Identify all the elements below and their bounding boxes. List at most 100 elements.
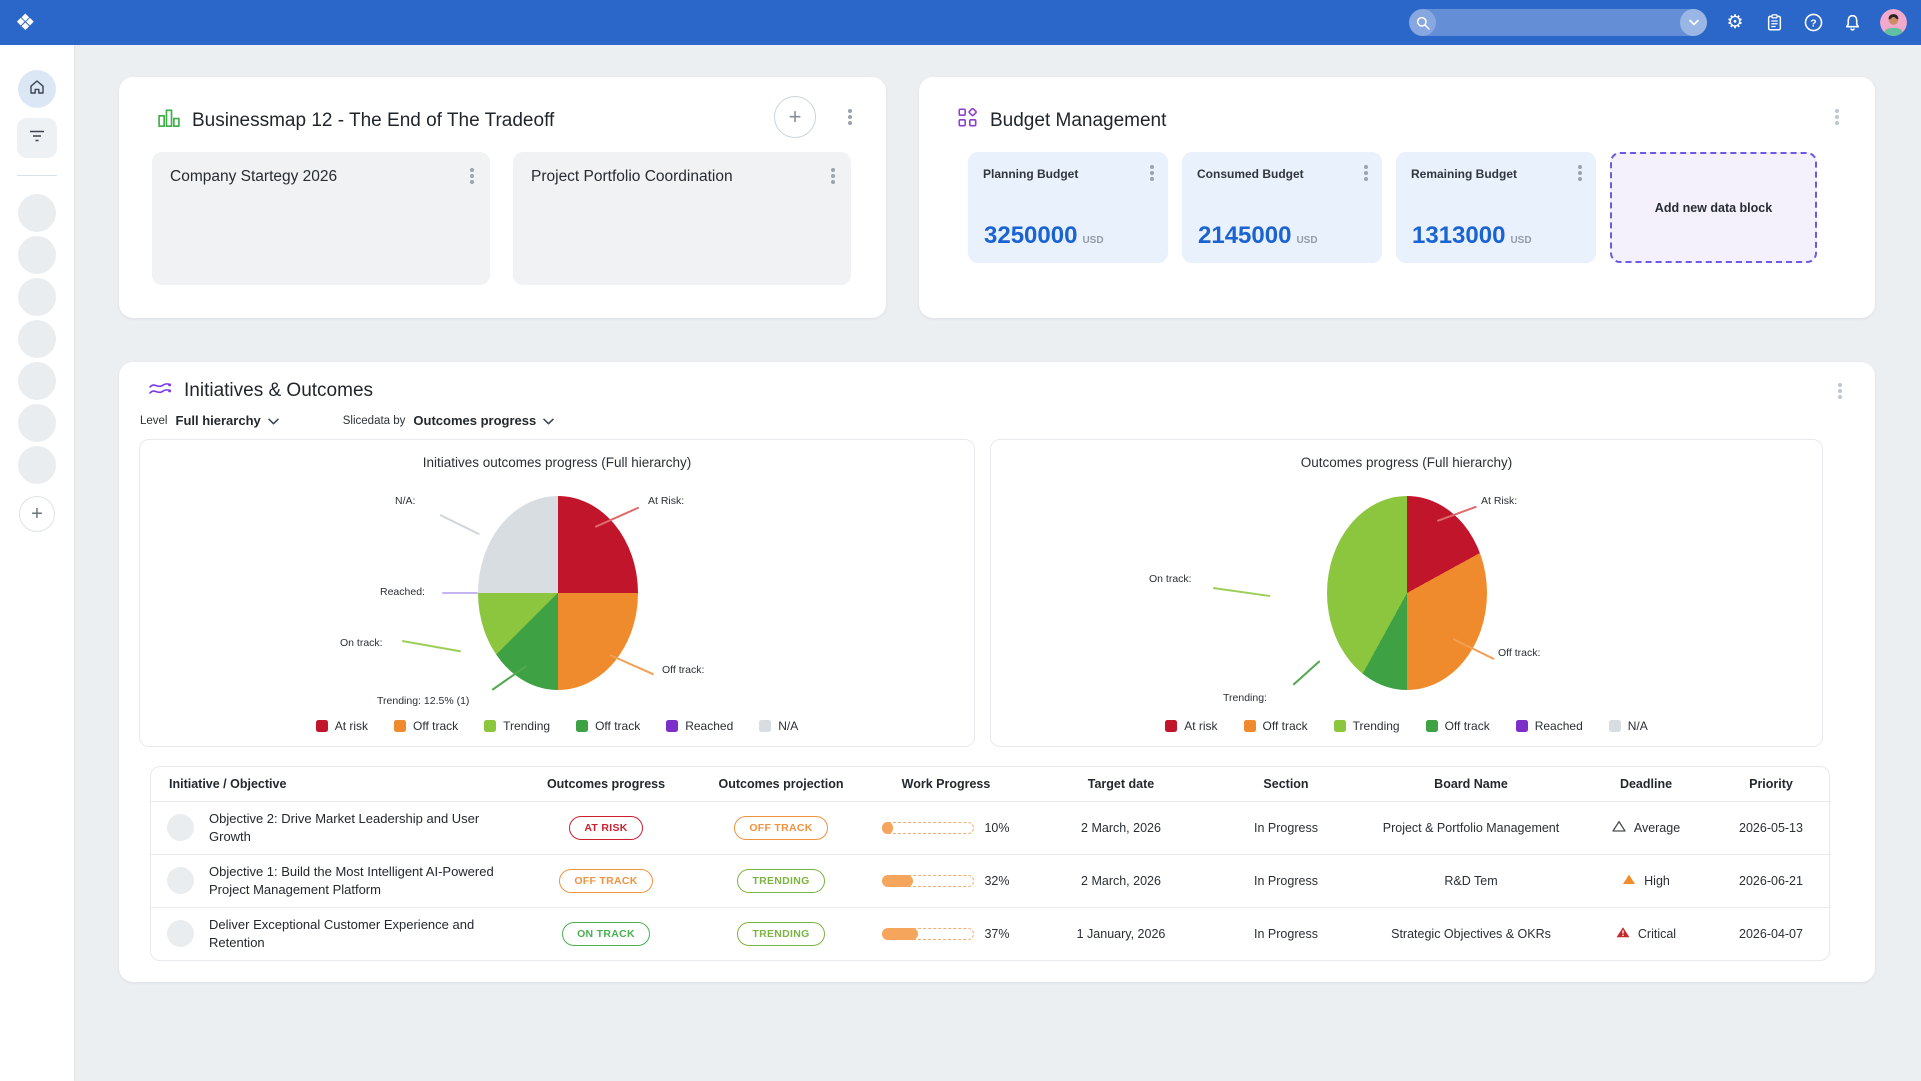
help-icon[interactable]: ? (1802, 12, 1824, 34)
col-section: Section (1211, 767, 1361, 801)
search-scope-chevron-icon[interactable] (1680, 9, 1707, 36)
sidebar-shortcut-placeholder[interactable] (18, 236, 56, 274)
board-tile-menu-icon[interactable] (470, 174, 474, 178)
budget-block-menu-icon[interactable] (1150, 171, 1154, 175)
businessmap-logo[interactable]: ❖ (15, 11, 36, 34)
table-row[interactable]: Objective 1: Build the Most Intelligent … (151, 854, 1831, 907)
leader-line-trending (1292, 660, 1320, 685)
target-date: 2 March, 2026 (1031, 854, 1211, 907)
table-header-row: Initiative / Objective Outcomes progress… (151, 767, 1831, 801)
legend-swatch (484, 720, 496, 732)
col-board-name: Board Name (1361, 767, 1581, 801)
level-label: Level (140, 415, 168, 427)
data-blocks-icon (958, 108, 978, 133)
col-outcomes-projection: Outcomes projection (701, 767, 861, 801)
legend-label: At risk (1184, 719, 1217, 733)
budget-block-value: 2145000 (1198, 222, 1291, 250)
budget-block-label: Remaining Budget (1411, 167, 1517, 181)
objective-name: Deliver Exceptional Customer Experience … (209, 916, 511, 951)
initiatives-table: Initiative / Objective Outcomes progress… (150, 766, 1830, 961)
legend-swatch (316, 720, 328, 732)
sidebar-shortcut-placeholder[interactable] (18, 320, 56, 358)
budget-block-menu-icon[interactable] (1578, 171, 1582, 175)
chevron-down-icon (543, 413, 554, 428)
outcomes-pie-chart (1327, 496, 1487, 690)
pie-callout-trending: Trending: 12.5% (1) (377, 695, 469, 707)
legend-label: At risk (335, 719, 368, 733)
level-select[interactable]: Full hierarchy (176, 413, 279, 428)
col-initiative: Initiative / Objective (151, 767, 511, 801)
navbar-right-cluster: ⚙ ? (1409, 9, 1921, 36)
chevron-down-icon (268, 413, 279, 428)
priority-date: 2026-04-07 (1711, 907, 1831, 960)
slice-by-select[interactable]: Outcomes progress (413, 413, 554, 428)
deadline-label: Average (1634, 821, 1680, 835)
sidebar-shortcut-placeholder[interactable] (18, 446, 56, 484)
initiatives-outcomes-card: Initiatives & Outcomes Level Full hierar… (119, 362, 1875, 982)
trend-lines-icon (148, 379, 172, 403)
user-avatar[interactable] (1880, 9, 1907, 36)
target-date: 1 January, 2026 (1031, 907, 1211, 960)
work-progress-value: 37% (984, 927, 1009, 941)
sidebar-add-button[interactable]: + (19, 496, 55, 532)
board-name: Project & Portfolio Management (1361, 801, 1581, 854)
objective-name: Objective 2: Drive Market Leadership and… (209, 810, 511, 845)
board-name: R&D Tem (1361, 854, 1581, 907)
table-row[interactable]: Deliver Exceptional Customer Experience … (151, 907, 1831, 960)
sidebar-shortcut-placeholder[interactable] (18, 362, 56, 400)
budget-block-label: Consumed Budget (1197, 167, 1304, 181)
legend-swatch (666, 720, 678, 732)
sidebar-shortcut-placeholder[interactable] (18, 278, 56, 316)
board-tile-menu-icon[interactable] (831, 174, 835, 178)
objective-name: Objective 1: Build the Most Intelligent … (209, 863, 511, 898)
add-data-block-button[interactable]: Add new data block (1610, 152, 1817, 263)
left-sidebar: + (0, 45, 74, 1081)
target-date: 2 March, 2026 (1031, 801, 1211, 854)
sidebar-home-button[interactable] (18, 70, 56, 108)
clipboard-icon[interactable] (1763, 12, 1785, 34)
settings-gear-icon[interactable]: ⚙ (1724, 12, 1746, 34)
objective-avatar (167, 867, 194, 894)
budget-block-currency: USD (1510, 235, 1531, 246)
col-outcomes-progress: Outcomes progress (511, 767, 701, 801)
board-tile[interactable]: Project Portfolio Coordination (513, 152, 851, 285)
pie-callout-off-track: Off track: (662, 664, 704, 676)
search-bar[interactable] (1409, 9, 1707, 36)
budget-block-currency: USD (1296, 235, 1317, 246)
budget-block-planning[interactable]: Planning Budget 3250000USD (968, 152, 1168, 263)
budget-card-menu-icon[interactable] (1835, 115, 1839, 119)
boards-card-menu-icon[interactable] (848, 115, 852, 119)
pie-callout-na: N/A: (395, 495, 415, 507)
pie-callout-on-track: On track: (1149, 573, 1192, 585)
leader-line-off-track (610, 654, 654, 675)
board-tile[interactable]: Company Startegy 2026 (152, 152, 490, 285)
budget-block-menu-icon[interactable] (1364, 171, 1368, 175)
boards-card-header: Businessmap 12 - The End of The Tradeoff (158, 108, 554, 133)
budget-block-label: Planning Budget (983, 167, 1078, 181)
status-badge: ON TRACK (562, 922, 650, 946)
budget-management-card: Budget Management Planning Budget 325000… (919, 77, 1875, 318)
sidebar-board-shortcuts (18, 194, 56, 484)
budget-block-remaining[interactable]: Remaining Budget 1313000USD (1396, 152, 1596, 263)
sidebar-divider (17, 175, 57, 176)
notifications-bell-icon[interactable] (1841, 12, 1863, 34)
priority-date: 2026-05-13 (1711, 801, 1831, 854)
budget-block-value: 3250000 (984, 222, 1077, 250)
legend-swatch (1244, 720, 1256, 732)
sidebar-shortcut-placeholder[interactable] (18, 194, 56, 232)
board-name: Strategic Objectives & OKRs (1361, 907, 1581, 960)
outcomes-pie-panel: Outcomes progress (Full hierarchy) At Ri… (990, 439, 1823, 747)
pie-legend: At risk Off track Trending Off track Rea… (991, 719, 1822, 733)
sidebar-filter-button[interactable] (17, 118, 57, 158)
budget-block-consumed[interactable]: Consumed Budget 2145000 USD (1182, 152, 1382, 263)
add-board-button[interactable]: + (774, 96, 816, 138)
table-row[interactable]: Objective 2: Drive Market Leadership and… (151, 801, 1831, 854)
sidebar-shortcut-placeholder[interactable] (18, 404, 56, 442)
col-priority: Priority (1711, 767, 1831, 801)
initiatives-card-menu-icon[interactable] (1838, 389, 1842, 393)
legend-label: Reached (685, 719, 733, 733)
pie-title: Initiatives outcomes progress (Full hier… (140, 455, 974, 470)
board-tile-name: Company Startegy 2026 (170, 168, 337, 185)
legend-label: Reached (1535, 719, 1583, 733)
search-input[interactable] (1436, 9, 1680, 36)
